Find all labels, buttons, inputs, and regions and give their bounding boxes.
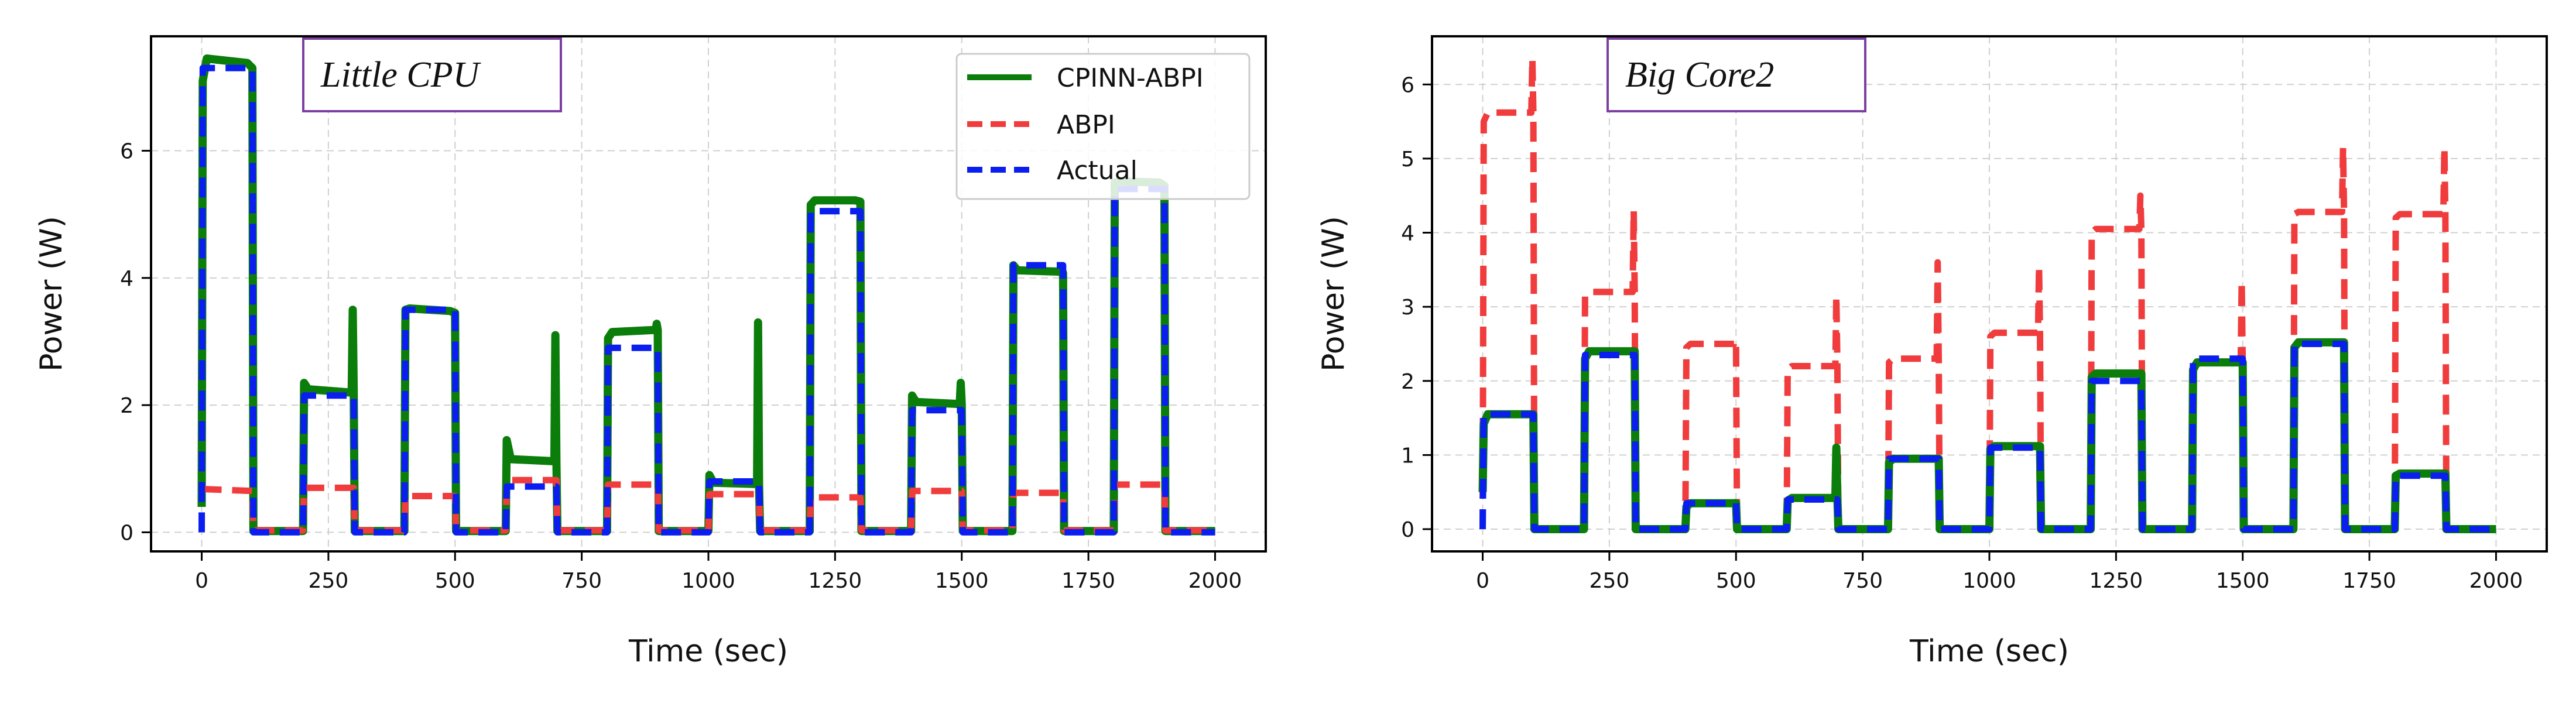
ticks: 0 250 500 750 1000 1250 1500 1750 2000 0 1 2 3 4 5 6 (1401, 73, 2523, 593)
y-axis-label: Power (W) (1316, 216, 1351, 372)
series-line-actual (198, 64, 1215, 536)
y-tick-label: 6 (1401, 73, 1414, 97)
x-tick-label: 750 (561, 569, 602, 593)
legend-label-actual: Actual (1057, 156, 1138, 186)
x-tick-label: 1000 (1962, 569, 2016, 593)
chart-little-cpu: 0 250 500 750 1000 1250 1500 1750 2000 0 2 4 6 Time … (34, 35, 1267, 669)
x-tick-label: 1500 (935, 569, 989, 593)
panel-tag: Big Core2 (1625, 55, 1774, 95)
panel-tag-box (1606, 37, 1866, 112)
x-tick-label: 1500 (2216, 569, 2270, 593)
x-tick-label: 250 (1590, 569, 1630, 593)
x-tick-label: 2000 (1188, 569, 1242, 593)
y-tick-label: 4 (120, 267, 133, 291)
series-line-cpinn-abpi (1478, 338, 2496, 533)
x-tick-label: 0 (1476, 569, 1489, 593)
legend-box (955, 53, 1251, 200)
x-tick-label: 500 (435, 569, 475, 593)
y-axis-label: Power (W) (34, 216, 69, 372)
y-tick-label: 1 (1401, 444, 1414, 468)
y-tick-label: 0 (120, 521, 133, 545)
y-tick-label: 0 (1401, 518, 1414, 542)
legend-label-abpi: ABPI (1057, 110, 1115, 140)
legend: CPINN-ABPI ABPI Actual (955, 53, 1251, 200)
y-tick-label: 3 (1401, 296, 1414, 320)
x-tick-label: 1750 (2342, 569, 2396, 593)
series-line-abpi (1479, 55, 2496, 533)
x-tick-label: 1250 (2089, 569, 2143, 593)
x-tick-label: 250 (309, 569, 349, 593)
y-tick-label: 6 (120, 140, 133, 164)
series-line-actual (1479, 341, 2496, 533)
x-tick-label: 500 (1716, 569, 1756, 593)
chart-big-core2: 0 250 500 750 1000 1250 1500 1750 2000 0 1 2 3 4 5 6 Ti… (1316, 35, 2548, 669)
ticks: 0 250 500 750 1000 1250 1500 1750 2000 0 2 4 6 (120, 140, 1242, 593)
legend-label-cpinn: CPINN-ABPI (1057, 63, 1204, 93)
series-layer (1478, 55, 2496, 533)
x-axis-label: Time (sec) (628, 634, 788, 669)
x-tick-label: 1250 (809, 569, 862, 593)
x-tick-label: 0 (195, 569, 208, 593)
y-tick-label: 2 (120, 394, 133, 418)
x-tick-label: 1750 (1061, 569, 1115, 593)
panel-tag: Little CPU (320, 55, 482, 95)
x-axis-label: Time (sec) (1909, 634, 2069, 669)
panel-tag-box (302, 37, 562, 112)
y-tick-label: 5 (1401, 148, 1414, 172)
series-layer (197, 54, 1215, 536)
y-tick-label: 2 (1401, 370, 1414, 394)
x-tick-label: 750 (1842, 569, 1883, 593)
x-tick-label: 2000 (2469, 569, 2523, 593)
y-tick-label: 4 (1401, 222, 1414, 246)
x-tick-label: 1000 (681, 569, 735, 593)
